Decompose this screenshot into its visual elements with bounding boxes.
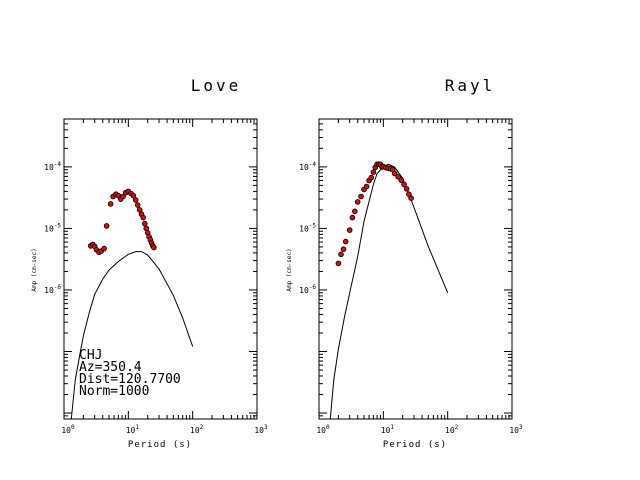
rayl-data-point: [403, 186, 410, 192]
love-data-point: [130, 192, 137, 199]
station-distance: Dist=120.7700: [79, 372, 181, 387]
station-azimuth: Az=350.4: [79, 360, 142, 375]
love-data-point: [134, 202, 141, 208]
rayl-ticks: 100 101 102 103 10-4 10-5 10-6: [299, 119, 523, 435]
rayl-data-point: [358, 193, 364, 200]
rayl-data-point: [351, 208, 358, 215]
rayl-model-line: [329, 163, 449, 420]
love-y-tick-label: 10-5: [44, 222, 61, 233]
rayl-data-point: [401, 181, 407, 188]
rayl-data-point: [335, 260, 342, 267]
rayl-data-point: [363, 183, 370, 190]
rayl-x-tick-label: 101: [381, 424, 395, 435]
rayl-data-point: [340, 246, 347, 253]
station-norm: Norm=1000: [79, 384, 149, 399]
rayl-model-curve: [329, 163, 449, 420]
love-data-point: [140, 214, 147, 221]
station-info: CHJ Az=350.4 Dist=120.7700 Norm=1000: [79, 348, 181, 399]
love-x-tick-label: 102: [190, 424, 204, 435]
love-x-tick-label: 100: [61, 424, 75, 435]
love-data-point: [132, 197, 139, 203]
rayl-data-point: [391, 170, 398, 177]
rayl-plot-frame: [318, 118, 513, 420]
rayl-y-label: Amp (cm-sec): [286, 248, 293, 291]
love-model-line: [70, 251, 194, 420]
love-ticks: 100 101 102 103 10-4 10-5 10-6: [44, 119, 268, 435]
rayl-title: Rayl: [445, 76, 496, 95]
rayl-data-point: [342, 238, 349, 245]
rayl-observed-points: [335, 161, 414, 267]
love-y-tick-label: 10-6: [44, 284, 61, 295]
rayl-data-point: [354, 199, 361, 205]
rayl-data-point: [338, 251, 344, 258]
rayl-data-point: [370, 169, 377, 176]
love-y-tick-label: 10-4: [44, 161, 61, 172]
rayl-x-tick-label: 100: [316, 424, 330, 435]
rayl-x-tick-label: 102: [445, 424, 459, 435]
rayl-y-tick-label: 10-4: [299, 161, 316, 172]
rayl-x-tick-label: 103: [509, 424, 523, 435]
rayl-data-point: [408, 195, 414, 202]
rayl-data-point: [349, 214, 356, 221]
rayl-data-point: [395, 174, 402, 180]
station-code: CHJ: [79, 348, 102, 363]
love-plot-frame: [63, 118, 258, 420]
love-data-point: [120, 193, 126, 200]
rayl-x-label: Period (s): [383, 440, 447, 450]
love-title: Love: [191, 76, 242, 95]
love-data-point: [142, 220, 148, 227]
rayl-panel: Rayl 100 101 102 103 10-4 10-5 10-6 Period (s)…: [286, 76, 523, 450]
love-y-label: Amp (cm-sec): [31, 248, 38, 291]
rayl-y-tick-label: 10-5: [299, 222, 316, 233]
love-data-point: [151, 244, 157, 251]
rayl-y-tick-label: 10-6: [299, 284, 316, 295]
love-data-point: [101, 245, 107, 252]
rayl-data-point: [398, 177, 405, 183]
love-observed-points: [87, 188, 157, 256]
love-panel: Love 100 101 102 103 10-4 10-5 10-6 Period (s)…: [31, 76, 268, 450]
love-data-point: [107, 201, 114, 207]
rayl-data-point: [346, 227, 353, 233]
rayl-data-point: [368, 174, 375, 181]
love-data-point: [103, 223, 110, 229]
love-x-label: Period (s): [128, 440, 192, 450]
love-x-tick-label: 103: [254, 424, 268, 435]
love-x-tick-label: 101: [126, 424, 140, 435]
love-model-curve: [70, 251, 194, 420]
